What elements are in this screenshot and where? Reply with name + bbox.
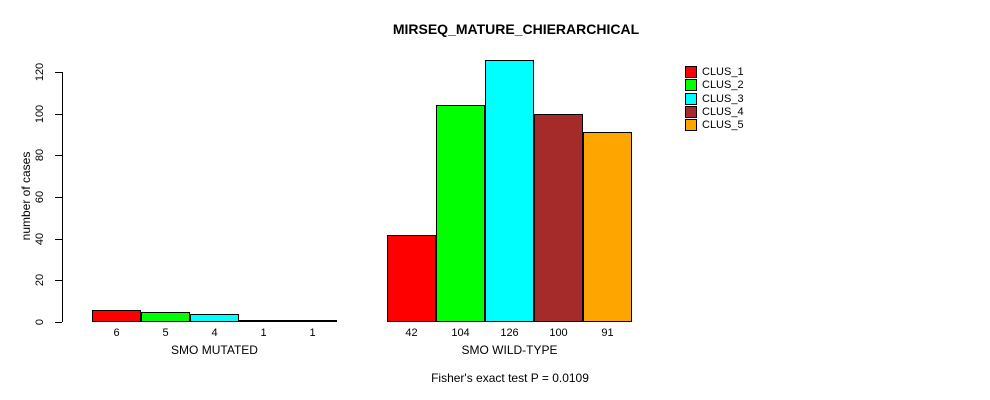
y-tick-mark: [55, 238, 62, 240]
bar-clus_3-group1: [190, 313, 239, 322]
y-tick-mark: [55, 197, 62, 198]
y-tick-mark: [55, 155, 62, 157]
legend-label-clus_1: CLUS_1: [702, 66, 744, 78]
bar-value-label: 5: [162, 327, 169, 339]
chart-title: MIRSEQ_MATURE_CHIERARCHICAL: [392, 21, 640, 37]
legend-label-clus_3: CLUS_3: [702, 92, 744, 105]
legend-label-clus_5: CLUS_5: [702, 119, 744, 132]
bar-clus_2-group1: [141, 311, 190, 322]
y-tick-mark: [55, 322, 62, 323]
group-label-2: SMO WILD-TYPE: [461, 343, 558, 357]
bar-clus_3-group2: [485, 59, 534, 322]
bar-clus_4-group1: [239, 319, 288, 322]
fisher-test-annotation: Fisher's exact test P = 0.0109: [431, 371, 589, 385]
bar-value-label: 100: [549, 327, 568, 339]
y-axis-line: [62, 72, 63, 322]
bar-value-label: 104: [451, 327, 470, 339]
bar-value-label: 1: [309, 327, 316, 339]
legend-swatch-clus_4: [685, 105, 697, 118]
bar-value-label: 6: [113, 327, 120, 339]
bar-clus_4-group2: [534, 113, 583, 322]
legend-swatch-clus_2: [685, 79, 697, 92]
bar-value-label: 91: [601, 327, 614, 339]
bar-value-label: 126: [500, 327, 519, 339]
bar-value-label: 42: [405, 327, 418, 339]
legend-swatch-clus_5: [685, 119, 697, 132]
y-tick-mark: [55, 72, 62, 73]
legend-swatch-clus_1: [685, 66, 697, 78]
legend-swatch-clus_3: [685, 92, 697, 105]
legend-label-clus_4: CLUS_4: [702, 105, 744, 118]
y-tick-mark: [55, 113, 62, 115]
y-tick-mark: [55, 280, 62, 282]
group-label-1: SMO MUTATED: [171, 343, 258, 357]
bar-clus_1-group1: [92, 309, 141, 322]
bar-clus_5-group1: [288, 319, 337, 322]
bar-clus_1-group2: [387, 234, 436, 322]
bar-value-label: 4: [211, 327, 218, 339]
bar-clus_5-group2: [583, 132, 632, 322]
bar-value-label: 1: [260, 327, 267, 339]
bar-clus_2-group2: [436, 105, 485, 322]
legend-label-clus_2: CLUS_2: [702, 79, 744, 92]
